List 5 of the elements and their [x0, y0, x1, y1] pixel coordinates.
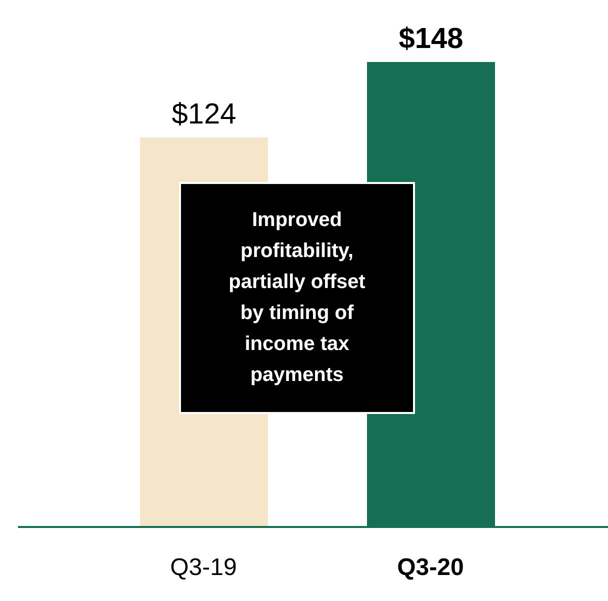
callout-box: Improved profitability, partially offset by timing of income tax payments — [181, 184, 413, 412]
x-tick-label: Q3-19 — [170, 554, 237, 581]
x-tick-label: Q3-20 — [397, 554, 464, 581]
data-label: $124 — [172, 98, 236, 130]
data-label: $148 — [398, 23, 464, 55]
